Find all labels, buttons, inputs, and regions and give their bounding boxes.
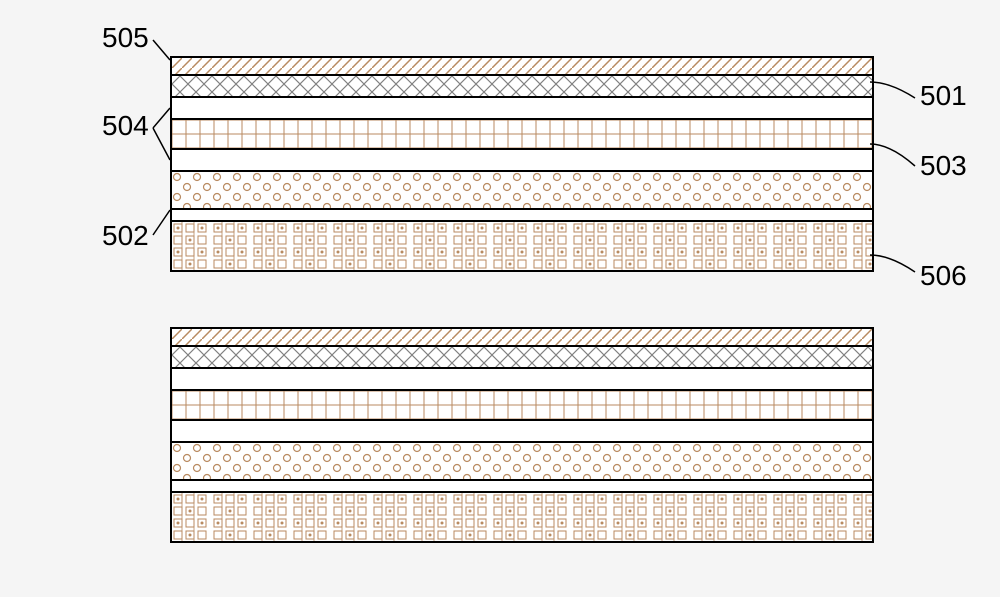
- layer-502: [172, 172, 872, 210]
- layer-503: [172, 120, 872, 150]
- layer-501: [172, 76, 872, 98]
- layer-505: [172, 329, 872, 347]
- layer-504a: [172, 369, 872, 391]
- label-506: 506: [920, 260, 967, 292]
- label-504: 504: [102, 110, 149, 142]
- label-503: 503: [920, 150, 967, 182]
- layer-506: [172, 222, 872, 272]
- label-502: 502: [102, 220, 149, 252]
- layer-504b: [172, 421, 872, 443]
- layer-gap: [172, 481, 872, 493]
- layer-506: [172, 493, 872, 543]
- stack-bottom: [170, 327, 874, 543]
- layer-504a: [172, 98, 872, 120]
- layer-503: [172, 391, 872, 421]
- layer-502: [172, 443, 872, 481]
- figure-container: 505 504 502 501 503 506: [20, 20, 1000, 577]
- layer-501: [172, 347, 872, 369]
- layer-505: [172, 58, 872, 76]
- label-505: 505: [102, 22, 149, 54]
- stack-top: [170, 56, 874, 272]
- label-501: 501: [920, 80, 967, 112]
- layer-gap: [172, 210, 872, 222]
- layer-504b: [172, 150, 872, 172]
